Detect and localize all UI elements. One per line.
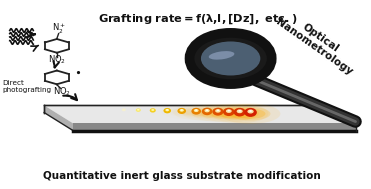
Ellipse shape <box>164 108 171 113</box>
Ellipse shape <box>212 108 223 116</box>
Ellipse shape <box>137 109 139 111</box>
Ellipse shape <box>201 41 260 75</box>
Ellipse shape <box>167 109 168 110</box>
Ellipse shape <box>223 108 234 116</box>
Text: $\bf{Grafting\ rate = f(}$$\boldsymbol{\lambda}$$\bf{,}$$\it{\bf{I}}$$\bf{, [}$$: $\bf{Grafting\ rate = f(}$$\boldsymbol{\… <box>98 13 298 26</box>
Ellipse shape <box>151 109 154 111</box>
Text: Direct
photografting: Direct photografting <box>3 80 52 93</box>
Polygon shape <box>73 123 355 131</box>
Ellipse shape <box>205 108 231 117</box>
Ellipse shape <box>226 109 232 113</box>
Ellipse shape <box>244 108 257 117</box>
Ellipse shape <box>180 109 184 112</box>
Ellipse shape <box>136 108 141 112</box>
Polygon shape <box>44 105 73 131</box>
Ellipse shape <box>190 107 224 118</box>
Ellipse shape <box>231 107 270 121</box>
Ellipse shape <box>194 108 220 117</box>
Ellipse shape <box>249 110 252 112</box>
Ellipse shape <box>247 109 254 114</box>
Ellipse shape <box>200 107 236 119</box>
Ellipse shape <box>122 108 126 111</box>
Ellipse shape <box>227 110 230 112</box>
Text: $\bullet$: $\bullet$ <box>73 67 81 77</box>
Ellipse shape <box>237 109 243 113</box>
Ellipse shape <box>238 110 241 112</box>
Ellipse shape <box>217 110 219 111</box>
Ellipse shape <box>194 38 267 79</box>
Ellipse shape <box>225 108 254 118</box>
Ellipse shape <box>215 108 243 118</box>
Ellipse shape <box>177 108 186 114</box>
Ellipse shape <box>234 108 246 116</box>
Ellipse shape <box>209 51 234 60</box>
Ellipse shape <box>185 108 207 116</box>
Text: Optical
Nanometrology: Optical Nanometrology <box>274 7 361 77</box>
Ellipse shape <box>206 109 208 111</box>
Text: $\mathsf{NO_2}$: $\mathsf{NO_2}$ <box>48 54 66 66</box>
Ellipse shape <box>191 108 201 115</box>
Ellipse shape <box>194 109 198 112</box>
Ellipse shape <box>236 109 266 119</box>
Ellipse shape <box>215 109 221 113</box>
Ellipse shape <box>108 108 111 111</box>
Text: $\mathsf{NO_2}$: $\mathsf{NO_2}$ <box>53 85 71 98</box>
Polygon shape <box>44 105 355 123</box>
Text: Quantitative inert glass substrate modification: Quantitative inert glass substrate modif… <box>43 171 321 181</box>
Ellipse shape <box>202 108 213 115</box>
Text: $\mathsf{N_2^+}$: $\mathsf{N_2^+}$ <box>52 22 66 36</box>
Ellipse shape <box>220 107 259 120</box>
Ellipse shape <box>204 109 210 112</box>
Ellipse shape <box>201 104 256 122</box>
Ellipse shape <box>211 104 268 123</box>
Ellipse shape <box>221 104 280 124</box>
Ellipse shape <box>192 104 244 122</box>
Ellipse shape <box>165 109 169 111</box>
Ellipse shape <box>150 108 156 113</box>
Ellipse shape <box>181 109 183 111</box>
Ellipse shape <box>181 107 211 117</box>
Ellipse shape <box>195 109 197 111</box>
Ellipse shape <box>210 107 247 119</box>
